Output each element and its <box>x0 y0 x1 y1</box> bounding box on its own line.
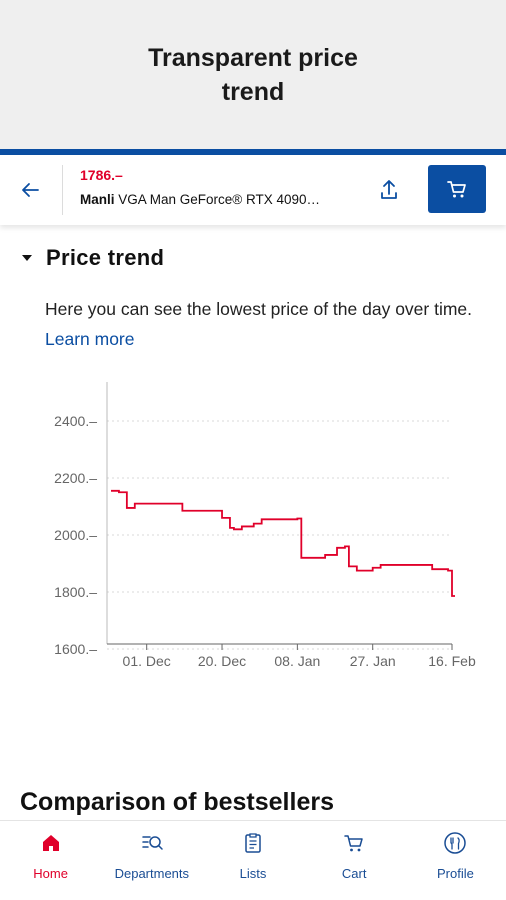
promo-title: Transparent price trend <box>148 43 358 106</box>
tab-departments[interactable]: Departments <box>101 821 202 900</box>
price-line <box>111 489 455 597</box>
y-tick-label: 2200.– <box>54 470 97 486</box>
x-tick-label: 27. Jan <box>350 653 396 669</box>
tab-label: Lists <box>239 866 267 881</box>
header-divider <box>62 165 63 215</box>
y-tick-label: 2000.– <box>54 527 97 543</box>
product-header: 1786.– Manli VGA Man GeForce® RTX 4090… <box>0 155 506 225</box>
price-trend-chart: 2400.– 2200.– 2000.– 1800.– 1600.– 01. Dec 20.… <box>54 382 476 669</box>
product-title[interactable]: Manli VGA Man GeForce® RTX 4090… <box>80 192 360 207</box>
tab-lists[interactable]: Lists <box>202 821 303 900</box>
y-tick-label: 1600.– <box>54 641 97 657</box>
tab-label: Cart <box>341 866 367 881</box>
lists-icon <box>245 833 261 853</box>
section-title: Price trend <box>46 245 165 270</box>
share-icon <box>381 180 397 199</box>
tab-label: Departments <box>114 866 190 881</box>
tab-profile[interactable]: Profile <box>405 821 506 900</box>
departments-icon <box>142 836 163 850</box>
product-price: 1786.– <box>80 167 123 183</box>
x-tick-label: 01. Dec <box>123 653 171 669</box>
bestsellers-title: Comparison of bestsellers <box>20 788 334 816</box>
back-button[interactable] <box>16 175 46 205</box>
x-tick-label: 16. Feb <box>428 653 476 669</box>
tab-label: Home <box>33 866 68 881</box>
share-button[interactable] <box>374 175 404 205</box>
tab-cart[interactable]: Cart <box>304 821 405 900</box>
x-tick-label: 20. Dec <box>198 653 246 669</box>
profile-icon <box>444 832 467 854</box>
cart-icon <box>344 835 363 852</box>
learn-more-link[interactable]: Learn more <box>45 329 135 349</box>
add-to-cart-button[interactable] <box>428 165 486 213</box>
y-tick-label: 1800.– <box>54 584 97 600</box>
y-tick-label: 2400.– <box>54 413 97 429</box>
cart-icon <box>447 181 466 198</box>
product-brand: Manli <box>80 192 115 207</box>
bottom-navigation: Home Departments Lists Cart Profile <box>0 820 506 900</box>
section-description: Here you can see the lowest price of the… <box>45 294 485 354</box>
caret-down-icon <box>22 255 32 261</box>
promo-banner: Transparent price trend <box>0 0 506 149</box>
description-text: Here you can see the lowest price of the… <box>45 299 473 319</box>
promo-divider <box>0 149 506 155</box>
product-name: VGA Man GeForce® RTX 4090… <box>114 192 321 207</box>
home-icon <box>42 835 59 851</box>
x-tick-label: 08. Jan <box>274 653 320 669</box>
price-trend-toggle[interactable]: Price trend <box>20 243 164 273</box>
arrow-left-icon <box>22 183 39 197</box>
tab-label: Profile <box>436 866 474 881</box>
tab-home[interactable]: Home <box>0 821 101 900</box>
